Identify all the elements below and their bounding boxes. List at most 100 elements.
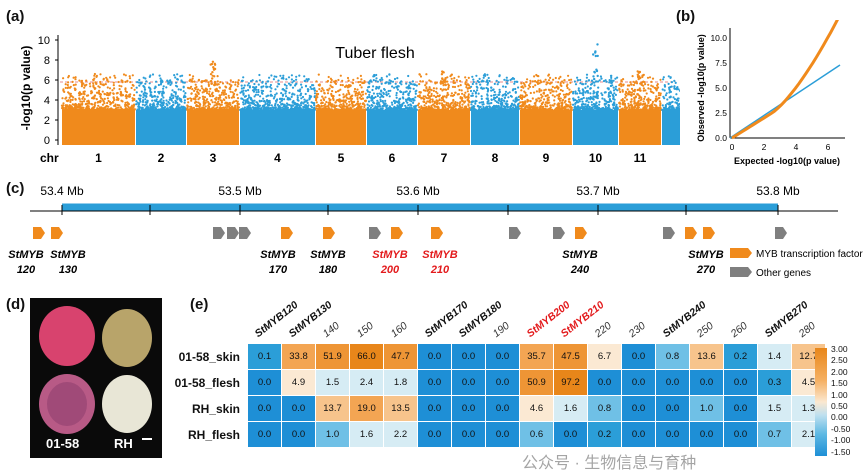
gene-name: StMYB [260, 249, 296, 261]
heatmap-column-label: 230 [627, 320, 648, 340]
chromosome-label: 6 [389, 151, 396, 165]
heatmap-column-label: 190 [491, 320, 512, 340]
heatmap-cell: 1.4 [758, 344, 792, 370]
heatmap-cell: 97.2 [554, 370, 588, 396]
qq-ylabel: Observed -log10(p value) [696, 34, 706, 142]
qq-xtick: 6 [826, 142, 831, 152]
legend-myb: MYB transcription factor [730, 248, 863, 260]
heatmap-column-label: 140 [321, 320, 342, 340]
heatmap-cell: 0.0 [452, 396, 486, 422]
gene-number: 270 [696, 264, 716, 276]
heatmap-cell: 0.0 [622, 370, 656, 396]
region-position-label: 53.8 Mb [756, 184, 800, 198]
gene-name: StMYB [8, 249, 44, 261]
heatmap-cell: 13.7 [316, 396, 350, 422]
heatmap-column-label: 250 [695, 320, 716, 340]
gene-arrow [33, 227, 45, 239]
gene-arrow [431, 227, 443, 239]
panel-label-e: (e) [190, 296, 208, 313]
heatmap-cell: 0.0 [248, 422, 282, 448]
gene-number: 120 [17, 264, 36, 276]
color-scale-tick: 1.00 [831, 390, 848, 400]
region-position-label: 53.6 Mb [396, 184, 440, 198]
qq-xtick: 0 [730, 142, 735, 152]
gene-number: 210 [430, 264, 450, 276]
qq-ytick: 7.5 [715, 58, 727, 68]
qq-ytick: 5.0 [715, 83, 727, 93]
heatmap-cell: 50.9 [520, 370, 554, 396]
heatmap-cell: 0.0 [248, 370, 282, 396]
chromosome-label: 7 [441, 151, 448, 165]
gene-arrow [775, 227, 787, 239]
qq-yticks: 0.02.55.07.510.0 [710, 33, 727, 143]
manhattan-ytick: 4 [44, 95, 50, 107]
heatmap-cell: 0.0 [418, 422, 452, 448]
heatmap-cell: 0.0 [622, 422, 656, 448]
heatmap-cell: 1.5 [758, 396, 792, 422]
heatmap-cell: 6.7 [588, 344, 622, 370]
panel-label-d: (d) [6, 296, 25, 313]
heatmap-cell: 0.0 [622, 396, 656, 422]
heatmap-column-label: 280 [797, 320, 818, 340]
gene-number: 180 [319, 264, 338, 276]
region-position-label: 53.7 Mb [576, 184, 620, 198]
gene-arrow [663, 227, 675, 239]
gene-arrow [213, 227, 225, 239]
heatmap-cell: 0.1 [248, 344, 282, 370]
manhattan-ytick: 8 [44, 55, 50, 67]
region-position-label: 53.4 Mb [40, 184, 84, 198]
gene-number: 200 [380, 264, 400, 276]
qq-xtick: 2 [762, 142, 767, 152]
legend-other-label: Other genes [756, 268, 811, 279]
gene-arrow [281, 227, 293, 239]
heatmap-cell: 0.0 [656, 396, 690, 422]
manhattan-title: Tuber flesh [335, 45, 414, 62]
heatmap-cell: 0.0 [588, 370, 622, 396]
manhattan-ytick: 2 [44, 115, 50, 127]
heatmap-cell: 1.6 [350, 422, 384, 448]
heatmap-cell: 0.0 [418, 370, 452, 396]
gene-arrow [703, 227, 715, 239]
heatmap-cell: 0.0 [282, 422, 316, 448]
gene-arrow [685, 227, 697, 239]
chromosome-labels: 123456789101112 [95, 151, 680, 165]
color-scale-tick: 0.50 [831, 401, 848, 411]
gene-arrow [509, 227, 521, 239]
heatmap-cell: 1.6 [554, 396, 588, 422]
heatmap-row-label: RH_flesh [130, 428, 240, 442]
chromosome-label: 11 [634, 151, 647, 165]
chromosome-label: 9 [543, 151, 550, 165]
watermark: 公众号 · 生物信息与育种 [522, 449, 696, 473]
heatmap-cell: 0.0 [282, 396, 316, 422]
heatmap-cell: 1.5 [316, 370, 350, 396]
heatmap-cell: 0.0 [724, 370, 758, 396]
heatmap-cell: 13.5 [384, 396, 418, 422]
chromosome-label: 8 [492, 151, 499, 165]
heatmap-cell: 0.0 [452, 422, 486, 448]
qq-observed [732, 20, 838, 138]
heatmap-cell: 0.3 [758, 370, 792, 396]
color-scale-tick: -1.50 [831, 447, 850, 457]
heatmap-cell: 47.5 [554, 344, 588, 370]
heatmap-cell: 0.0 [418, 344, 452, 370]
gene-arrow [391, 227, 403, 239]
manhattan-ylabel: -log10(p value) [19, 46, 33, 131]
legend-myb-label: MYB transcription factor [756, 249, 863, 260]
chr-label: chr [40, 151, 59, 165]
heatmap-cell: 1.0 [316, 422, 350, 448]
heatmap-row-label: RH_skin [130, 402, 240, 416]
heatmap-cell: 1.0 [690, 396, 724, 422]
gene-arrow [553, 227, 565, 239]
heatmap-cell: 51.9 [316, 344, 350, 370]
qq-xticks: 0 2 4 6 [730, 142, 831, 152]
qq-xtick: 4 [794, 142, 799, 152]
chromosome-label: 5 [338, 151, 345, 165]
manhattan-ytick: 0 [44, 135, 50, 147]
gene-name: StMYB [310, 249, 346, 261]
gene-arrow [227, 227, 239, 239]
gene-labels: StMYB120StMYB130StMYB170StMYB180StMYB200… [8, 249, 724, 276]
